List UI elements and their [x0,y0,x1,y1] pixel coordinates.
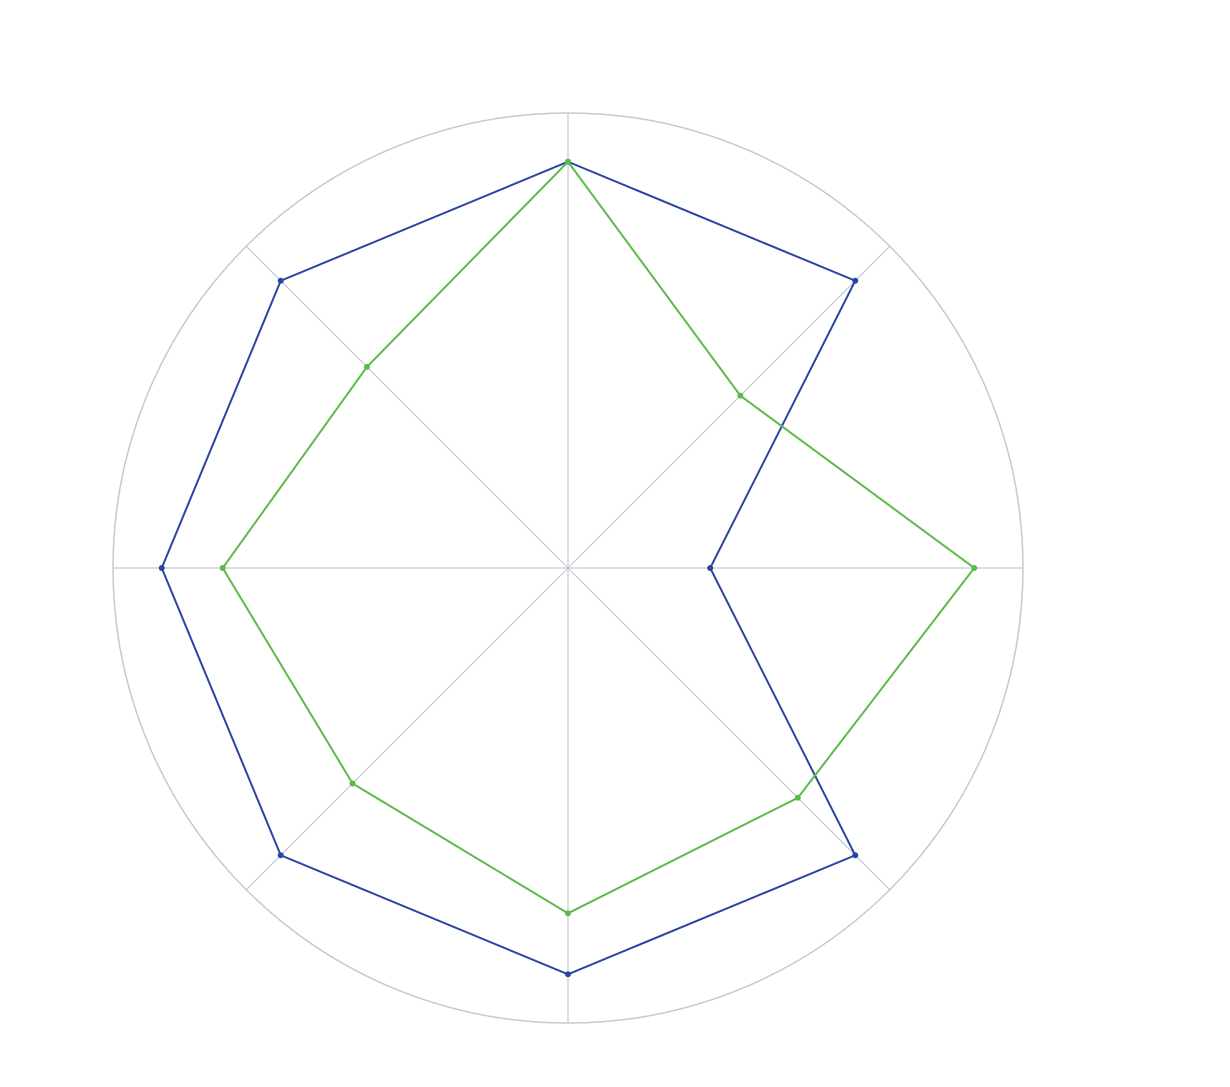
point [219,565,226,571]
point [349,780,356,787]
spoke [567,245,891,569]
point [565,971,571,978]
point [737,392,744,399]
point [158,565,165,571]
point [277,852,284,859]
point [277,277,284,284]
point [971,565,978,571]
point [565,910,571,917]
spoke [245,567,569,891]
point [565,158,571,165]
point [852,852,859,859]
point [794,794,801,801]
point [363,363,370,370]
point [707,565,714,571]
point [852,277,859,284]
spoke [567,567,891,891]
spoke [245,245,569,569]
